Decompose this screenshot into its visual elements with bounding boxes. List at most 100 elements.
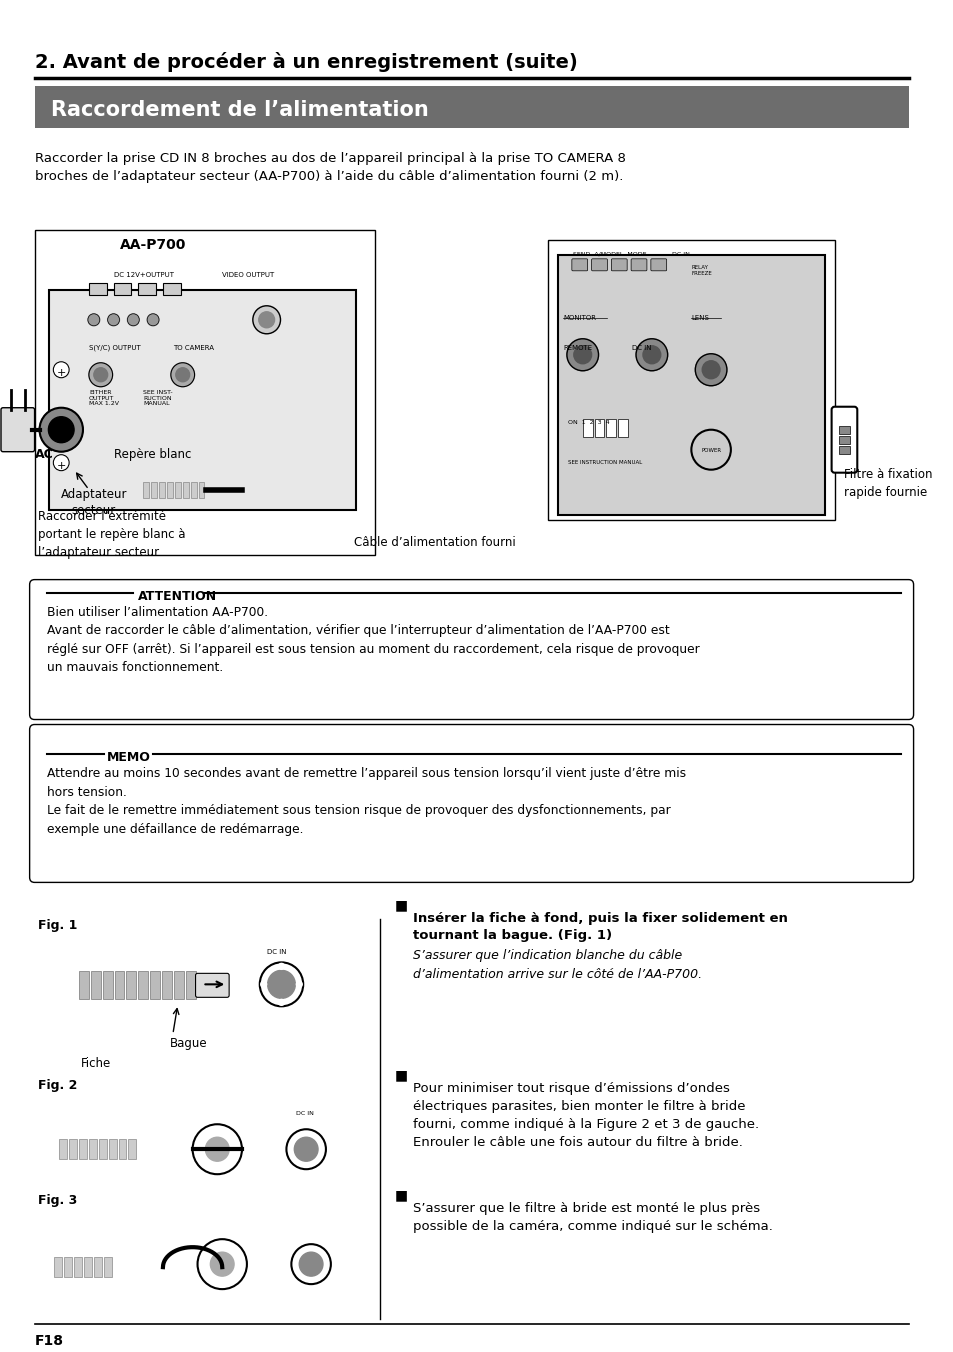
Text: S(Y/C) OUTPUT: S(Y/C) OUTPUT [89,345,140,352]
FancyBboxPatch shape [103,971,112,999]
Text: ON  1  2  3  4: ON 1 2 3 4 [567,419,609,425]
FancyBboxPatch shape [118,1140,127,1159]
Text: Raccorder la prise CD IN 8 broches au dos de l’appareil principal à la prise TO : Raccorder la prise CD IN 8 broches au do… [34,151,625,183]
Circle shape [636,339,667,370]
FancyBboxPatch shape [167,481,172,498]
Circle shape [253,306,280,334]
Circle shape [258,312,274,327]
FancyBboxPatch shape [138,283,156,295]
Text: SEE INST-
RUCTION
MANUAL: SEE INST- RUCTION MANUAL [143,389,172,407]
FancyBboxPatch shape [79,1140,87,1159]
Text: F18: F18 [34,1334,64,1348]
Text: S’assurer que l’indication blanche du câble
d’alimentation arrive sur le côté de: S’assurer que l’indication blanche du câ… [413,949,701,982]
Text: Bien utiliser l’alimentation AA-P700.
Avant de raccorder le câble d’alimentation: Bien utiliser l’alimentation AA-P700. Av… [48,606,700,675]
Circle shape [39,408,83,452]
Circle shape [573,346,591,364]
Text: 2. Avant de procéder à un enregistrement (suite): 2. Avant de procéder à un enregistrement… [34,51,577,72]
Circle shape [93,368,108,381]
Text: DC IN: DC IN [267,949,286,956]
FancyBboxPatch shape [69,1140,77,1159]
Circle shape [701,361,720,379]
FancyBboxPatch shape [618,419,627,437]
Text: RELAY
FREEZE: RELAY FREEZE [691,265,711,276]
FancyBboxPatch shape [174,481,180,498]
Text: Attendre au moins 10 secondes avant de remettre l’appareil sous tension lorsqu’i: Attendre au moins 10 secondes avant de r… [48,768,686,836]
FancyBboxPatch shape [571,258,587,270]
FancyBboxPatch shape [606,419,616,437]
Circle shape [259,963,303,1006]
FancyBboxPatch shape [138,971,148,999]
FancyBboxPatch shape [89,1140,96,1159]
FancyBboxPatch shape [163,283,180,295]
FancyBboxPatch shape [34,87,907,128]
FancyBboxPatch shape [151,481,157,498]
Text: ■: ■ [395,1188,408,1202]
FancyBboxPatch shape [631,258,646,270]
Text: +: + [56,461,66,470]
FancyBboxPatch shape [34,230,375,554]
FancyBboxPatch shape [91,971,101,999]
FancyBboxPatch shape [548,239,834,519]
Text: Fig. 2: Fig. 2 [37,1079,77,1092]
Circle shape [296,982,302,987]
FancyBboxPatch shape [79,971,89,999]
Circle shape [291,1244,331,1284]
FancyBboxPatch shape [30,580,913,719]
Text: Raccorder l’extrémité
portant le repère blanc à
l’adaptateur secteur.: Raccorder l’extrémité portant le repère … [37,510,185,558]
Text: DC IN: DC IN [671,251,689,257]
FancyBboxPatch shape [183,481,189,498]
Circle shape [171,362,194,387]
Circle shape [108,314,119,326]
Text: Adaptateur
secteur: Adaptateur secteur [60,488,127,516]
Circle shape [299,1252,323,1276]
Circle shape [260,982,267,987]
Text: SEND  A/MODEL  MODE: SEND A/MODEL MODE [572,251,646,257]
Circle shape [205,1137,229,1161]
Circle shape [197,1240,247,1288]
FancyBboxPatch shape [186,971,195,999]
Circle shape [691,430,730,469]
Text: SEE INSTRUCTION MANUAL: SEE INSTRUCTION MANUAL [567,460,641,465]
Circle shape [211,1252,233,1276]
Text: Pour minimiser tout risque d’émissions d’ondes
électriques parasites, bien monte: Pour minimiser tout risque d’émissions d… [413,1082,759,1149]
FancyBboxPatch shape [64,1257,72,1278]
Text: ■: ■ [395,898,408,913]
FancyBboxPatch shape [198,481,204,498]
FancyBboxPatch shape [650,258,666,270]
FancyBboxPatch shape [159,481,165,498]
FancyBboxPatch shape [129,1140,136,1159]
Circle shape [175,368,190,381]
Circle shape [642,346,660,364]
Text: AC: AC [34,448,53,461]
FancyBboxPatch shape [162,971,172,999]
Text: VIDEO OUTPUT: VIDEO OUTPUT [222,272,274,277]
Circle shape [49,416,74,442]
Text: Fig. 1: Fig. 1 [37,919,77,933]
FancyBboxPatch shape [150,971,160,999]
Circle shape [53,362,69,377]
Circle shape [193,1125,242,1174]
Text: S’assurer que le filtre à bride est monté le plus près
possible de la caméra, co: S’assurer que le filtre à bride est mont… [413,1202,772,1233]
FancyBboxPatch shape [591,258,607,270]
Circle shape [286,1129,326,1169]
Text: Bague: Bague [170,1037,208,1051]
Text: Insérer la fiche à fond, puis la fixer solidement en
tournant la bague. (Fig. 1): Insérer la fiche à fond, puis la fixer s… [413,913,787,942]
Text: Câble d’alimentation fourni: Câble d’alimentation fourni [354,535,515,549]
FancyBboxPatch shape [143,481,149,498]
FancyBboxPatch shape [104,1257,112,1278]
Text: ATTENTION: ATTENTION [138,589,217,603]
FancyBboxPatch shape [93,1257,102,1278]
Text: LENS: LENS [691,315,708,320]
Circle shape [147,314,159,326]
FancyBboxPatch shape [838,426,849,434]
Text: MEMO: MEMO [107,752,151,764]
FancyBboxPatch shape [59,1140,67,1159]
FancyBboxPatch shape [89,283,107,295]
Circle shape [278,999,284,1006]
Circle shape [566,339,598,370]
Circle shape [268,971,295,998]
Text: +: + [56,368,66,377]
Text: DC IN: DC IN [296,1111,314,1117]
FancyBboxPatch shape [50,289,355,510]
FancyBboxPatch shape [114,971,124,999]
